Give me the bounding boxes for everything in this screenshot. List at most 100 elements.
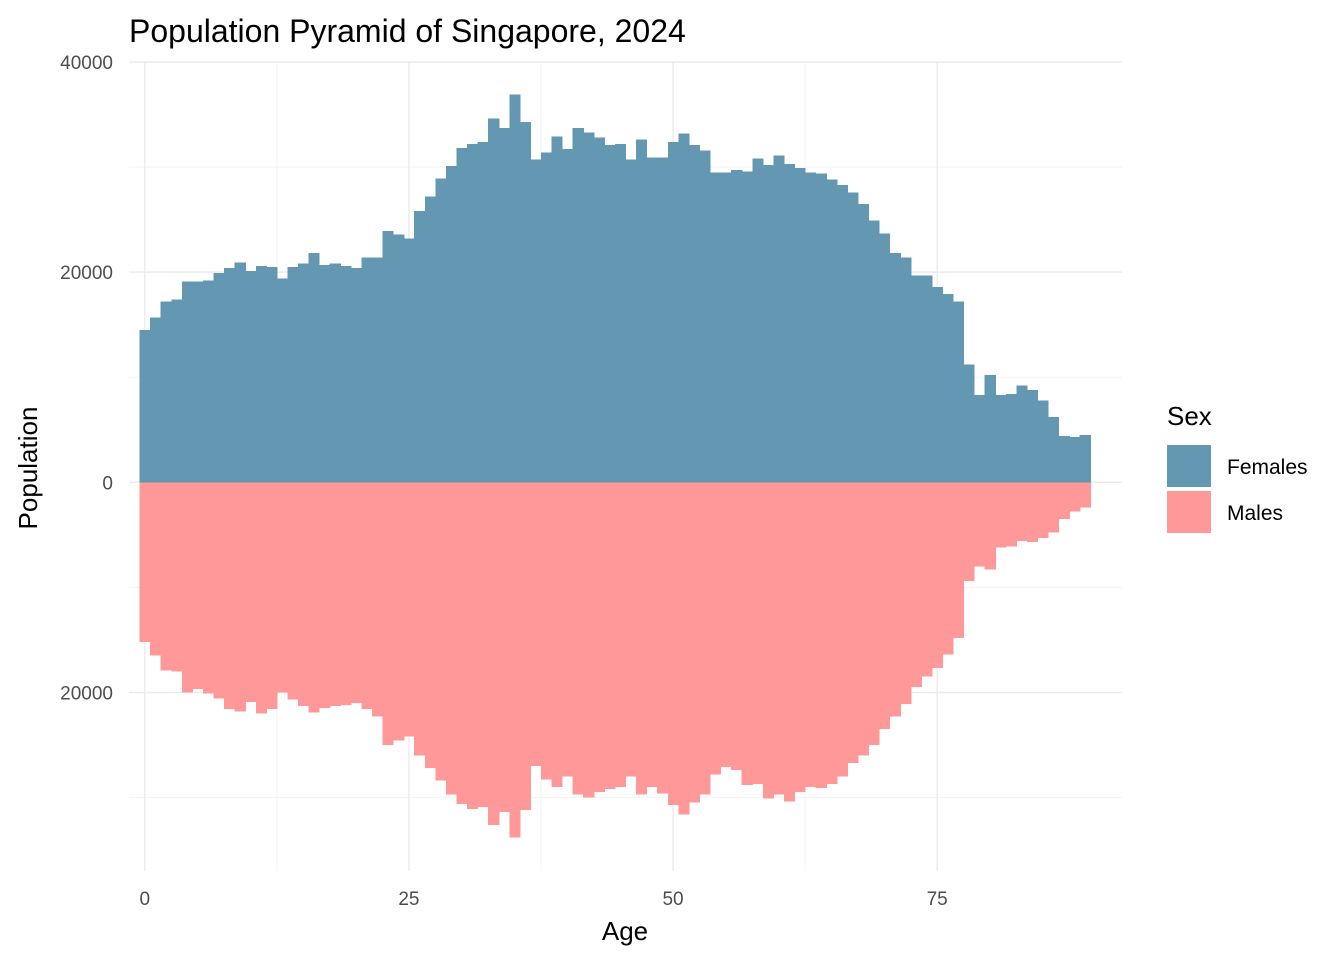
bar-males — [572, 482, 584, 795]
bar-males — [646, 482, 658, 787]
bar-males — [879, 482, 891, 730]
bar-males — [931, 482, 944, 669]
bar-males — [224, 482, 236, 710]
bar-males — [160, 482, 172, 671]
bar-females — [350, 267, 363, 483]
bar-females — [847, 192, 859, 483]
bar-females — [974, 395, 986, 483]
bar-males — [435, 482, 447, 781]
bar-males — [340, 482, 352, 705]
bar-females — [234, 262, 246, 483]
bar-females — [752, 158, 764, 483]
bar-males — [414, 482, 426, 756]
bar-males — [255, 482, 267, 714]
bar-males — [921, 482, 933, 677]
y-axis-title: Population — [13, 407, 43, 530]
legend-label-males: Males — [1227, 502, 1283, 525]
bar-females — [361, 257, 373, 483]
bar-females — [551, 136, 563, 483]
bar-females — [614, 143, 627, 483]
bar-males — [213, 482, 225, 699]
bar-females — [403, 238, 415, 483]
bar-males — [1016, 482, 1028, 542]
bar-males — [952, 482, 965, 638]
bar-males — [805, 482, 817, 787]
bar-females — [371, 257, 384, 483]
bar-males — [424, 482, 436, 769]
bar-females — [805, 172, 817, 483]
bar-females — [435, 178, 447, 483]
legend-label-females: Females — [1227, 456, 1308, 479]
x-axis-title: Age — [602, 916, 648, 946]
bar-females — [889, 253, 901, 483]
bar-females — [942, 294, 954, 483]
bar-males — [752, 482, 764, 784]
bar-females — [202, 280, 215, 483]
bar-females — [245, 271, 257, 483]
bar-males — [350, 482, 363, 703]
bar-females — [783, 163, 796, 483]
bar-females — [836, 184, 848, 483]
bar-females — [868, 220, 880, 483]
bar-males — [1069, 482, 1081, 512]
bar-males — [688, 482, 701, 803]
bar-females — [540, 152, 553, 483]
bar-males — [382, 482, 394, 745]
legend: Sex Females Males — [1167, 401, 1308, 533]
bar-females — [255, 265, 267, 483]
bar-females — [583, 132, 595, 483]
bar-males — [974, 482, 986, 567]
bar-males — [889, 482, 901, 717]
y-tick-label: 40000 — [60, 53, 113, 74]
bar-males — [836, 482, 848, 777]
bar-females — [266, 266, 278, 483]
bar-males — [139, 482, 151, 642]
bar-females — [329, 263, 341, 483]
bar-females — [393, 234, 405, 483]
bar-females — [963, 364, 975, 483]
bar-males — [308, 482, 320, 713]
bar-females — [773, 155, 785, 483]
y-tick-label: 20000 — [60, 263, 113, 284]
bar-males — [266, 482, 278, 710]
bar-females — [984, 375, 996, 483]
bar-females — [667, 141, 679, 483]
bar-females — [224, 267, 236, 483]
bar-males — [361, 482, 373, 710]
bar-females — [879, 233, 891, 483]
bar-females — [794, 168, 806, 483]
bar-males — [509, 482, 521, 838]
bar-males — [530, 482, 542, 766]
bar-males — [720, 482, 732, 767]
bar-females — [456, 148, 468, 483]
bar-males — [403, 482, 415, 737]
bar-males — [657, 482, 669, 794]
x-tick-label: 0 — [140, 889, 151, 910]
bar-males — [762, 482, 774, 799]
bar-males — [614, 482, 627, 787]
y-axis-ticks: 40000 20000 0 20000 — [60, 53, 113, 704]
bar-females — [995, 395, 1007, 483]
bar-females — [1079, 434, 1091, 483]
bar-females — [1026, 389, 1039, 483]
bar-females — [826, 179, 838, 483]
bar-females — [625, 159, 637, 483]
bar-females — [530, 159, 542, 483]
bar-males — [150, 482, 162, 656]
bar-males — [815, 482, 827, 788]
bar-females — [815, 173, 827, 483]
bar-females — [150, 317, 162, 483]
bar-males — [699, 482, 711, 795]
bar-males — [1058, 482, 1070, 520]
bar-males — [298, 482, 310, 707]
bar-males — [467, 482, 479, 810]
bar-females — [498, 128, 510, 483]
y-tick-label: 0 — [102, 473, 113, 494]
bar-males — [593, 482, 605, 793]
bar-males — [498, 482, 510, 813]
bar-males — [276, 482, 289, 693]
bar-males — [636, 482, 648, 795]
bar-males — [783, 482, 796, 802]
x-tick-label: 50 — [662, 889, 683, 910]
bar-females — [857, 203, 870, 483]
